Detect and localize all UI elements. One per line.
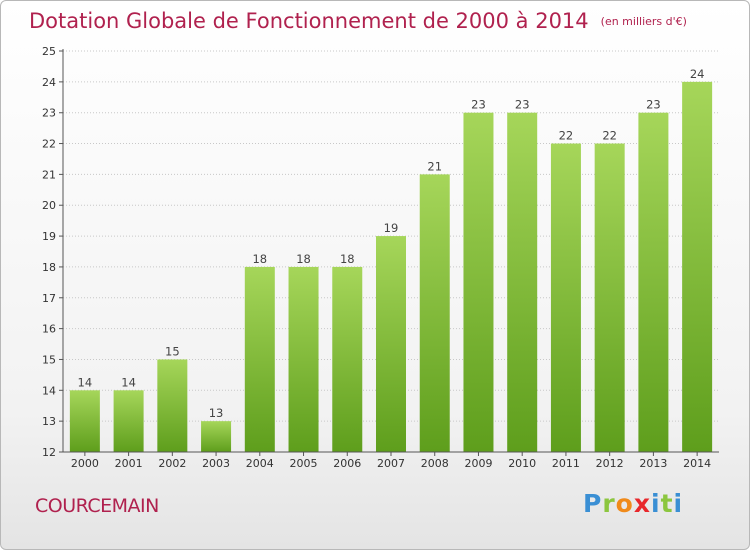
bar (157, 359, 188, 452)
y-tick-label: 17 (42, 292, 56, 305)
y-tick-label: 21 (42, 168, 56, 181)
chart-title-unit: (en milliers d'€) (600, 15, 687, 28)
x-tick-label: 2003 (202, 457, 230, 470)
bar (201, 421, 232, 452)
bar-value-label: 14 (121, 375, 136, 389)
bar (682, 81, 713, 452)
y-tick-label: 24 (42, 76, 56, 89)
bar (594, 143, 625, 453)
x-tick-label: 2006 (333, 457, 361, 470)
x-tick-label: 2000 (71, 457, 99, 470)
bar-value-label: 24 (690, 67, 705, 81)
axes (59, 49, 719, 456)
bar (113, 390, 144, 452)
y-tick-label: 14 (42, 384, 56, 397)
bar-value-label: 14 (78, 375, 93, 389)
bar-value-label: 19 (384, 221, 399, 235)
bar-value-label: 18 (252, 252, 267, 266)
y-tick-label: 20 (42, 199, 56, 212)
x-tick-label: 2011 (552, 457, 580, 470)
labels: 12 13 14 15 16 17 18 19 20 21 22 23 24 25 14 2000 14 2001… (42, 45, 711, 470)
logo-letter: i (651, 489, 661, 518)
y-tick-label: 13 (42, 415, 56, 428)
bars (69, 81, 713, 453)
bar (288, 266, 319, 452)
bar (376, 236, 406, 452)
bar-value-label: 23 (646, 98, 661, 112)
x-tick-label: 2014 (683, 457, 711, 470)
y-tick-label: 19 (42, 230, 56, 243)
chart-title-main: Dotation Globale de Fonctionnement de 20… (29, 9, 589, 33)
y-tick-label: 18 (42, 261, 56, 274)
bar-value-label: 13 (209, 406, 224, 420)
x-tick-label: 2005 (290, 457, 318, 470)
bar (244, 266, 275, 452)
bar-value-label: 18 (340, 252, 355, 266)
x-tick-label: 2008 (421, 457, 449, 470)
y-tick-label: 16 (42, 323, 56, 336)
bar (69, 390, 100, 452)
y-tick-label: 23 (42, 107, 56, 120)
y-tick-label: 25 (42, 45, 56, 58)
x-tick-label: 2002 (158, 457, 186, 470)
logo-letter: P (583, 489, 603, 518)
bar-value-label: 15 (165, 344, 180, 358)
logo-letter: o (615, 489, 634, 518)
bar-value-label: 21 (427, 159, 442, 173)
x-tick-label: 2004 (246, 457, 274, 470)
x-tick-label: 2012 (596, 457, 624, 470)
commune-name: COURCEMAIN (35, 495, 159, 517)
bar (463, 112, 494, 452)
x-tick-label: 2010 (508, 457, 536, 470)
bar-value-label: 22 (602, 129, 617, 143)
bar (419, 174, 450, 452)
y-tick-label: 15 (42, 353, 56, 366)
y-tick-label: 22 (42, 138, 56, 151)
bar-value-label: 23 (515, 98, 530, 112)
logo-letter: x (633, 489, 651, 518)
proxiti-logo: Proxiti (583, 489, 683, 518)
x-tick-label: 2007 (377, 457, 405, 470)
bar (638, 112, 669, 452)
logo-letter: i (673, 489, 684, 518)
bar-value-label: 18 (296, 252, 311, 266)
x-tick-label: 2013 (639, 457, 667, 470)
x-tick-label: 2001 (115, 457, 143, 470)
bar (332, 266, 363, 452)
bar-value-label: 22 (559, 129, 574, 143)
y-tick-label: 12 (42, 446, 56, 459)
logo-letter: r (602, 489, 616, 518)
bar (550, 143, 581, 453)
chart-title: Dotation Globale de Fonctionnement de 20… (29, 9, 687, 33)
logo-letter: t (660, 489, 674, 518)
x-tick-label: 2009 (464, 457, 492, 470)
bar (507, 112, 538, 452)
bar-value-label: 23 (471, 98, 486, 112)
